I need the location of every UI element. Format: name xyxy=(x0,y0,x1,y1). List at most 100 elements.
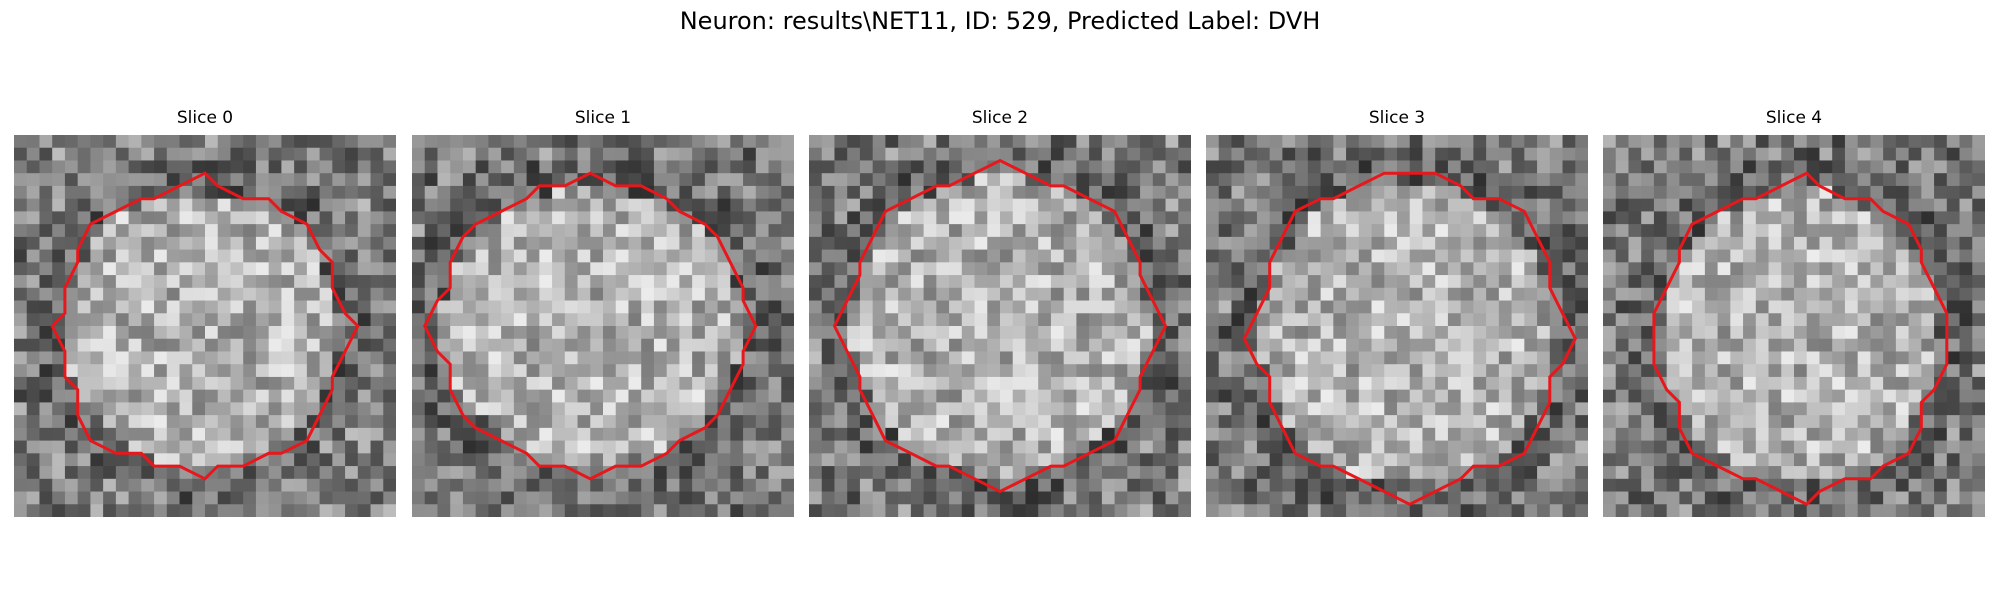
image-pixel xyxy=(1447,249,1462,263)
image-pixel xyxy=(577,185,591,200)
image-pixel xyxy=(217,338,232,353)
image-pixel xyxy=(243,211,257,225)
image-pixel xyxy=(679,236,693,251)
image-pixel xyxy=(1575,402,1588,416)
image-pixel xyxy=(781,211,794,225)
image-pixel xyxy=(1717,135,1731,149)
image-pixel xyxy=(243,173,257,187)
image-pixel xyxy=(1089,160,1103,174)
image-pixel xyxy=(872,275,886,289)
image-pixel xyxy=(1101,147,1116,162)
image-pixel xyxy=(1473,389,1487,403)
image-pixel xyxy=(526,211,540,225)
image-pixel xyxy=(692,478,706,493)
image-pixel xyxy=(590,440,604,454)
image-pixel xyxy=(936,326,950,340)
image-pixel xyxy=(615,173,630,187)
image-pixel xyxy=(641,313,655,327)
image-pixel xyxy=(1358,364,1373,378)
image-pixel xyxy=(1615,313,1630,327)
image-pixel xyxy=(910,364,925,378)
image-pixel xyxy=(552,160,566,174)
image-pixel xyxy=(1320,160,1334,174)
image-pixel xyxy=(590,262,604,276)
image-pixel xyxy=(1870,351,1884,365)
image-pixel xyxy=(205,427,219,442)
image-pixel xyxy=(859,415,874,429)
image-pixel xyxy=(255,224,270,238)
image-pixel xyxy=(1101,236,1116,251)
image-pixel xyxy=(1857,249,1871,263)
image-pixel xyxy=(1165,135,1179,149)
image-pixel xyxy=(809,185,823,200)
image-pixel xyxy=(77,504,91,517)
image-pixel xyxy=(450,287,464,302)
image-pixel xyxy=(859,173,874,187)
image-pixel xyxy=(679,326,693,340)
image-pixel xyxy=(552,453,566,467)
image-pixel xyxy=(1562,300,1576,314)
image-pixel xyxy=(1063,402,1077,416)
image-pixel xyxy=(166,211,181,225)
image-pixel xyxy=(64,466,79,480)
image-pixel xyxy=(552,427,566,442)
image-pixel xyxy=(230,147,244,162)
image-pixel xyxy=(1653,262,1668,276)
image-pixel xyxy=(1934,338,1948,353)
image-pixel xyxy=(1206,466,1220,480)
image-pixel xyxy=(987,224,1001,238)
image-pixel xyxy=(1409,236,1424,251)
image-pixel xyxy=(743,504,757,517)
image-pixel xyxy=(268,440,282,454)
image-pixel xyxy=(653,402,668,416)
image-pixel xyxy=(475,249,489,263)
image-pixel xyxy=(52,478,66,493)
image-pixel xyxy=(1165,173,1179,187)
image-pixel xyxy=(1511,389,1525,403)
image-pixel xyxy=(1844,300,1859,314)
image-pixel xyxy=(205,211,219,225)
image-pixel xyxy=(1575,147,1588,162)
image-pixel xyxy=(1486,402,1500,416)
image-pixel xyxy=(141,440,155,454)
image-pixel xyxy=(1857,440,1871,454)
image-pixel xyxy=(615,313,630,327)
image-pixel xyxy=(1615,262,1630,276)
image-pixel xyxy=(1000,466,1014,480)
image-pixel xyxy=(1231,478,1245,493)
image-pixel xyxy=(1730,415,1744,429)
image-pixel xyxy=(1972,275,1985,289)
image-pixel xyxy=(821,300,836,314)
image-pixel xyxy=(1152,211,1167,225)
image-pixel xyxy=(590,453,604,467)
image-pixel xyxy=(179,351,193,365)
image-pixel xyxy=(1269,376,1283,391)
image-pixel xyxy=(52,351,66,365)
image-pixel xyxy=(1743,147,1757,162)
image-pixel xyxy=(1615,415,1630,429)
image-pixel xyxy=(1883,338,1897,353)
image-pixel xyxy=(488,135,502,149)
image-pixel xyxy=(1025,275,1039,289)
image-pixel xyxy=(205,351,219,365)
image-pixel xyxy=(1806,453,1821,467)
image-pixel xyxy=(1679,262,1693,276)
image-pixel xyxy=(332,326,346,340)
image-pixel xyxy=(539,236,553,251)
image-pixel xyxy=(1819,224,1833,238)
image-pixel xyxy=(475,453,489,467)
image-pixel xyxy=(243,326,257,340)
image-pixel xyxy=(1819,313,1833,327)
image-pixel xyxy=(475,287,489,302)
image-pixel xyxy=(1244,504,1258,517)
image-pixel xyxy=(1178,351,1191,365)
image-pixel xyxy=(1000,453,1014,467)
image-pixel xyxy=(1422,351,1436,365)
image-pixel xyxy=(1704,135,1719,149)
image-pixel xyxy=(1178,275,1191,289)
image-pixel xyxy=(115,236,130,251)
image-pixel xyxy=(1832,287,1846,302)
image-pixel xyxy=(1819,147,1833,162)
image-pixel xyxy=(475,147,489,162)
image-pixel xyxy=(1755,504,1770,517)
